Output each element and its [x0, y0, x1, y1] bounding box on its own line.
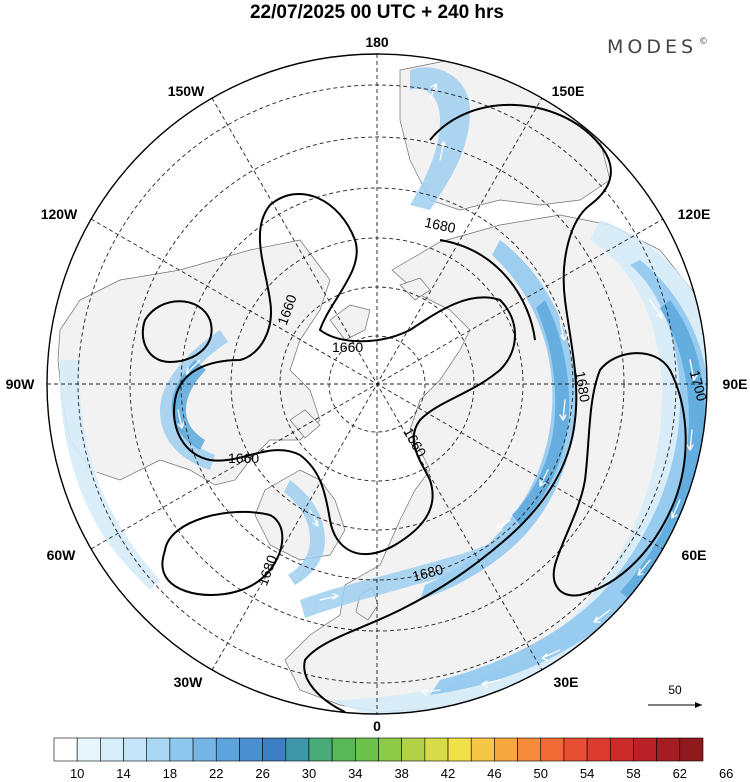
contour-label-5: 1680: [423, 214, 457, 236]
longitude-labels: 180 150E 120E 90E 60E 30E 0 30W 60W 90W …: [6, 34, 748, 734]
colorbar: 10141822263034384246505458626670: [53, 737, 733, 781]
lon-label-150e: 150E: [552, 83, 585, 99]
colorbar-tick-label: 26: [255, 766, 269, 781]
colorbar-swatch: [378, 737, 402, 762]
colorbar-swatch: [169, 737, 194, 762]
colorbar-tick-label: 58: [626, 766, 640, 781]
colorbar-swatch: [447, 737, 472, 762]
contour-label-7: 1680: [411, 561, 445, 585]
colorbar-swatch: [308, 737, 333, 762]
lon-label-120w: 120W: [41, 206, 78, 222]
contour-1660-low-canada: [141, 300, 213, 364]
contour-1680-main: [303, 103, 612, 713]
lon-label-30w: 30W: [174, 674, 204, 690]
contour-label-3: 1660: [228, 450, 259, 466]
colorbar-swatch: [285, 737, 310, 762]
colorbar-swatch: [563, 737, 588, 762]
map-title: 22/07/2025 00 UTC + 240 hrs: [250, 2, 504, 23]
colorbar-swatch: [239, 737, 263, 762]
brand-name: MODES: [607, 36, 697, 58]
colorbar-swatch: [517, 737, 542, 762]
lon-label-150w: 150W: [168, 83, 205, 99]
reference-vector-value: 50: [668, 683, 682, 697]
lon-label-90w: 90W: [6, 376, 36, 392]
colorbar-tick-label: 18: [163, 766, 177, 781]
contour-label-6: 1680: [572, 370, 593, 404]
colorbar-swatch: [424, 737, 449, 762]
colorbar-swatch: [331, 737, 356, 762]
wind-vectors: [94, 83, 698, 696]
jet-band-greenland: [284, 480, 325, 585]
colorbar-swatch: [53, 737, 78, 762]
graticule: [47, 54, 707, 714]
colorbar-tick-label: 34: [348, 766, 362, 781]
colorbar-tick-label: 50: [534, 766, 548, 781]
colorbar-swatch: [262, 737, 287, 762]
reference-vector: 50: [648, 683, 702, 708]
jet-band-central-asia: [420, 240, 576, 600]
colorbar-tick-label: 14: [116, 766, 130, 781]
colorbar-tick-label: 10: [70, 766, 84, 781]
colorbar-swatch: [609, 737, 634, 762]
jet-band-central-asia-strong: [512, 300, 570, 525]
colorbar-swatch: [470, 737, 495, 762]
lon-label-0: 0: [373, 718, 381, 734]
colorbar-swatch: [76, 737, 101, 762]
colorbar-swatch: [633, 737, 657, 762]
colorbar-swatch: [123, 737, 148, 762]
jet-band-canada-west: [59, 360, 160, 590]
colorbar-swatch: [192, 737, 217, 762]
colorbar-swatch: [540, 737, 565, 762]
contour-1680-atlantic: [161, 511, 284, 596]
colorbar-tick-label: 54: [580, 766, 594, 781]
jet-band-europe: [300, 535, 512, 618]
lon-label-120e: 120E: [678, 206, 711, 222]
colorbar-tick-label: 66: [719, 766, 733, 781]
colorbar-swatch: [146, 737, 171, 762]
contour-1680-west: [439, 239, 536, 341]
colorbar-tick-label: 62: [673, 766, 687, 781]
colorbar-swatch: [401, 737, 426, 762]
lon-label-90e: 90E: [723, 376, 748, 392]
land-arctic-islands: [289, 277, 431, 439]
jet-band-east-strong: [620, 300, 705, 600]
jet-band-atlantic-strong: [171, 360, 206, 450]
lon-label-60e: 60E: [682, 547, 707, 563]
colorbar-swatch: [100, 737, 124, 762]
contour-label-2: 1660: [332, 339, 363, 355]
height-contours: [141, 103, 687, 713]
reference-vector-arrowhead: [695, 702, 702, 708]
colorbar-swatch: [679, 737, 704, 762]
map-boundary: [46, 53, 708, 715]
contour-1700-asia: [552, 352, 687, 597]
colorbar-tick-label: 38: [394, 766, 408, 781]
colorbar-swatch: [586, 737, 611, 762]
map-disc: 1660 1660 1660 1660 1680 1680 1680 1680 …: [47, 54, 707, 714]
colorbar-swatch: [494, 737, 518, 762]
colorbar-swatch: [656, 737, 681, 762]
colorbar-tick-label: 42: [441, 766, 455, 781]
brand-logo: MODES ©: [607, 36, 712, 58]
contour-1660-polar: [173, 193, 516, 556]
colorbar-swatch: [215, 737, 240, 762]
jet-band-atlantic: [160, 330, 228, 470]
colorbar-swatch: [355, 737, 379, 762]
colorbar-tick-label: 30: [302, 766, 316, 781]
lon-label-30e: 30E: [554, 674, 579, 690]
colorbar-tick-label: 46: [487, 766, 501, 781]
lon-label-60w: 60W: [47, 547, 77, 563]
meridian-150-330: [211, 97, 543, 671]
lon-label-180: 180: [365, 34, 389, 50]
colorbar-tick-label: 22: [209, 766, 223, 781]
brand-mark: ©: [699, 37, 712, 47]
jet-band-pacific: [410, 67, 470, 210]
